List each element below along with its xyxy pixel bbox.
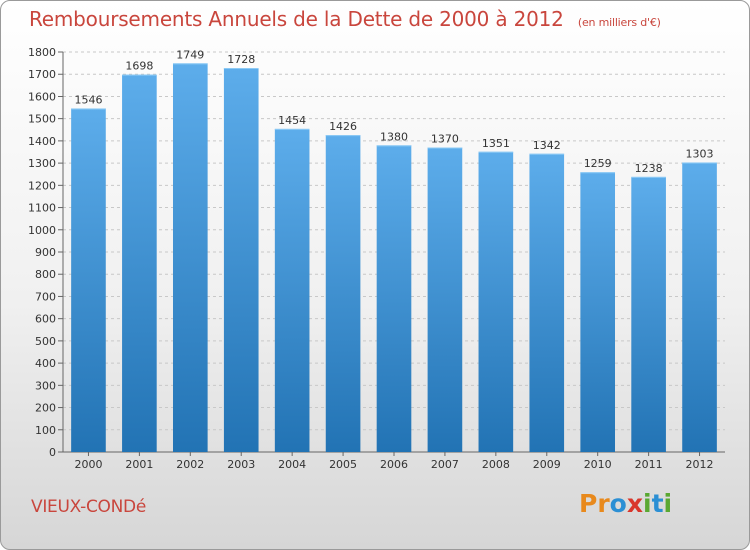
y-tick-label: 200 xyxy=(35,402,56,415)
y-tick-label: 500 xyxy=(35,335,56,348)
bar-2007[interactable] xyxy=(427,147,463,453)
y-tick-label: 1100 xyxy=(28,202,56,215)
brand-letter: i xyxy=(663,489,673,518)
y-tick-label: 0 xyxy=(49,446,56,459)
data-label-2004: 1454 xyxy=(278,114,306,127)
bar-2001[interactable] xyxy=(122,74,157,453)
data-label-2007: 1370 xyxy=(431,133,459,146)
bar-2008[interactable] xyxy=(478,151,514,452)
bar-2012[interactable] xyxy=(682,162,717,452)
data-label-2012: 1303 xyxy=(686,147,714,160)
data-label-2005: 1426 xyxy=(329,120,357,133)
bar-2010[interactable] xyxy=(580,172,616,452)
brand-letter: P xyxy=(579,489,598,518)
data-label-2000: 1546 xyxy=(74,93,102,106)
chart-title: Remboursements Annuels de la Dette de 20… xyxy=(29,7,661,31)
x-tick-label-2010: 2010 xyxy=(584,458,612,471)
y-tick-label: 300 xyxy=(35,379,56,392)
bar-2009[interactable] xyxy=(529,153,565,452)
y-tick-label: 1600 xyxy=(28,90,56,103)
x-tick-label-2004: 2004 xyxy=(278,458,306,471)
value-labels: 1546 1698 1749 1728 1454 1426 1380 1370 1351 1342… xyxy=(74,48,713,175)
data-label-2008: 1351 xyxy=(482,137,510,150)
data-label-2010: 1259 xyxy=(584,157,612,170)
x-tick-label-2012: 2012 xyxy=(686,458,714,471)
data-label-2001: 1698 xyxy=(125,60,153,73)
bar-2002[interactable] xyxy=(172,63,208,452)
x-tick-label-2008: 2008 xyxy=(482,458,510,471)
y-tick-label: 900 xyxy=(35,246,56,259)
data-label-2009: 1342 xyxy=(533,139,561,152)
x-tick-label-2002: 2002 xyxy=(176,458,204,471)
bar-2005[interactable] xyxy=(325,135,361,452)
y-tick-label: 400 xyxy=(35,357,56,370)
brand-letter: i xyxy=(643,489,652,518)
x-tick-label-2006: 2006 xyxy=(380,458,408,471)
chart-title-text: Remboursements Annuels de la Dette de 20… xyxy=(29,7,564,31)
x-tick-label-2009: 2009 xyxy=(533,458,561,471)
x-tick-label-2003: 2003 xyxy=(227,458,255,471)
brand-letter: t xyxy=(651,489,664,518)
bar-2006[interactable] xyxy=(376,145,412,453)
y-tick-label: 800 xyxy=(35,268,56,281)
brand-letter: x xyxy=(626,489,643,518)
y-tick-label: 700 xyxy=(35,290,56,303)
data-label-2011: 1238 xyxy=(635,162,663,175)
data-label-2002: 1749 xyxy=(176,48,204,61)
data-label-2003: 1728 xyxy=(227,53,255,66)
x-tick-label-2001: 2001 xyxy=(125,458,153,471)
x-tick-label-2000: 2000 xyxy=(74,458,102,471)
y-tick-label: 1000 xyxy=(28,224,56,237)
y-tick-label: 1800 xyxy=(28,46,56,59)
brand-letter: r xyxy=(597,489,610,518)
commune-name: VIEUX-CONDé xyxy=(31,497,146,517)
y-tick-label: 1400 xyxy=(28,135,56,148)
y-tick-label: 1300 xyxy=(28,157,56,170)
y-tick-label: 1200 xyxy=(28,179,56,192)
bar-2003[interactable] xyxy=(223,68,259,452)
x-tick-label-2005: 2005 xyxy=(329,458,357,471)
bar-2004[interactable] xyxy=(274,128,310,452)
data-label-2006: 1380 xyxy=(380,130,408,143)
bar-2000[interactable] xyxy=(71,108,106,452)
chart-unit: (en milliers d'€) xyxy=(577,16,661,29)
bars xyxy=(71,63,717,453)
y-tick-label: 1700 xyxy=(28,68,56,81)
y-tick-label: 1500 xyxy=(28,113,56,126)
x-tick-label-2007: 2007 xyxy=(431,458,459,471)
y-tick-label: 600 xyxy=(35,313,56,326)
x-tick-label-2011: 2011 xyxy=(635,458,663,471)
brand-letter: o xyxy=(609,489,627,518)
y-tick-label: 100 xyxy=(35,424,56,437)
proxiti-logo[interactable]: Proxiti xyxy=(579,489,672,518)
bar-2011[interactable] xyxy=(631,176,666,452)
